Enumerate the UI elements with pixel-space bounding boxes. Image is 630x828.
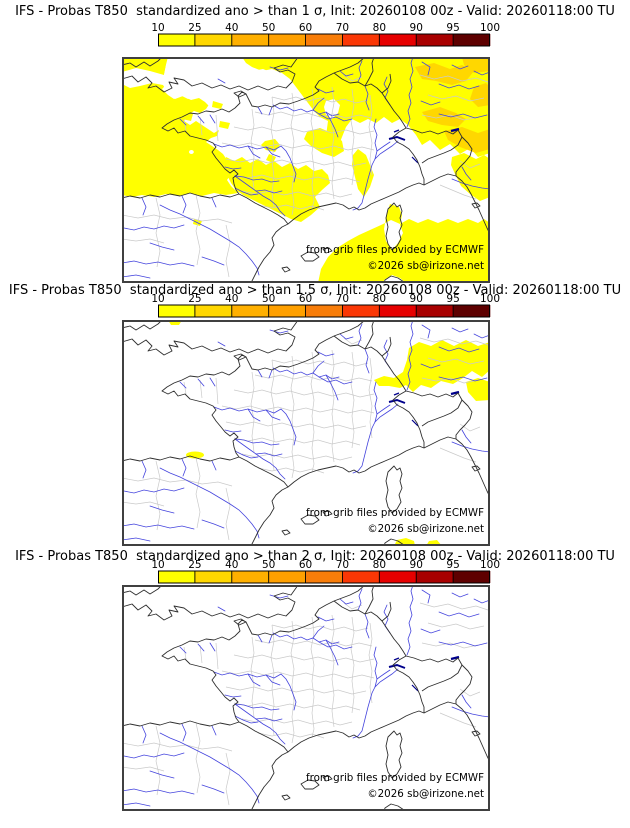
map-france: from grib files provided by ECMWF ©2026 s… [122, 585, 490, 811]
coastlines-and-borders [122, 57, 490, 283]
colorbar-tick-label: 100 [480, 293, 500, 305]
colorbar-tick-label: 50 [262, 293, 275, 305]
rivers [122, 320, 490, 542]
colorbar-tick-label: 90 [410, 293, 423, 305]
colorbar-segments [158, 571, 491, 583]
map-france: from grib files provided by ECMWF ©2026 s… [122, 320, 490, 546]
colorbar-ticks [194, 305, 454, 317]
panel-title: IFS - Probas T850 standardized ano > tha… [8, 283, 622, 298]
colorbar: 10 25 40 50 60 70 80 90 95 100 [151, 22, 500, 47]
colorbar-tick-label: 80 [373, 559, 386, 571]
colorbar-tick-label: 60 [299, 559, 312, 571]
yellow-probability-overlay-patches [122, 101, 490, 283]
map-frame [122, 585, 490, 811]
colorbar-tick-label: 70 [336, 559, 349, 571]
colorbar-tick-label: 100 [480, 22, 500, 34]
colorbar-tick-label: 40 [225, 22, 238, 34]
map-frame [122, 320, 490, 546]
colorbar-tick-label: 90 [410, 559, 423, 571]
colorbar-tick-label: 100 [480, 559, 500, 571]
lakes [388, 390, 460, 427]
coastlines-and-borders [122, 585, 490, 811]
colorbar-tick-label: 25 [188, 293, 201, 305]
colorbar-tick-label: 90 [410, 22, 423, 34]
no-probability-mask [122, 57, 340, 154]
coastlines-and-borders [122, 320, 490, 546]
colorbar-outline [158, 33, 490, 47]
colorbar-tick-label: 50 [262, 559, 275, 571]
colorbar-tick-label: 60 [299, 22, 312, 34]
credit-ecmwf: from grib files provided by ECMWF [306, 772, 484, 784]
colorbar-tick-label: 40 [225, 293, 238, 305]
panel-title: IFS - Probas T850 standardized ano > tha… [15, 4, 615, 19]
credit-ecmwf: from grib files provided by ECMWF [306, 244, 484, 256]
colorbar-tick-label: 95 [446, 559, 459, 571]
colorbar-ticks [194, 34, 454, 46]
colorbar-tick-label: 10 [151, 293, 164, 305]
credit-ecmwf: from grib files provided by ECMWF [306, 507, 484, 519]
colorbar-outline [158, 570, 490, 584]
colorbar-tick-label: 50 [262, 22, 275, 34]
colorbar-segments [158, 305, 491, 317]
map-frame [122, 57, 490, 283]
colorbar-tick-label: 40 [225, 559, 238, 571]
colorbar-ticks [194, 571, 454, 583]
colorbar-tick-label: 80 [373, 293, 386, 305]
colorbar-tick-label: 95 [446, 293, 459, 305]
colorbar-tick-label: 25 [188, 22, 201, 34]
colorbar: 10 25 40 50 60 70 80 90 95 100 [151, 559, 500, 584]
colorbar-segments [158, 34, 491, 46]
colorbar-tick-label: 60 [299, 293, 312, 305]
lakes [388, 127, 460, 164]
colorbar-tick-label: 70 [336, 293, 349, 305]
credit-copyright: ©2026 sb@irizone.net [367, 260, 484, 272]
rivers [122, 57, 490, 279]
colorbar-tick-label: 80 [373, 22, 386, 34]
panel-title: IFS - Probas T850 standardized ano > tha… [15, 549, 615, 564]
colorbar-tick-label: 10 [151, 559, 164, 571]
colorbar-tick-label: 70 [336, 22, 349, 34]
colorbar-outline [158, 304, 490, 318]
yellow-probability-overlay [122, 57, 490, 197]
credit-copyright: ©2026 sb@irizone.net [367, 788, 484, 800]
credit-copyright: ©2026 sb@irizone.net [367, 523, 484, 535]
colorbar-tick-label: 10 [151, 22, 164, 34]
colorbar: 10 25 40 50 60 70 80 90 95 100 [151, 293, 500, 318]
department-borders [122, 602, 489, 806]
colorbar-tick-label: 95 [446, 22, 459, 34]
rivers [122, 585, 490, 807]
map-france: from grib files provided by ECMWF ©2026 s… [122, 57, 490, 283]
colorbar-tick-label: 25 [188, 559, 201, 571]
lakes [388, 655, 460, 692]
